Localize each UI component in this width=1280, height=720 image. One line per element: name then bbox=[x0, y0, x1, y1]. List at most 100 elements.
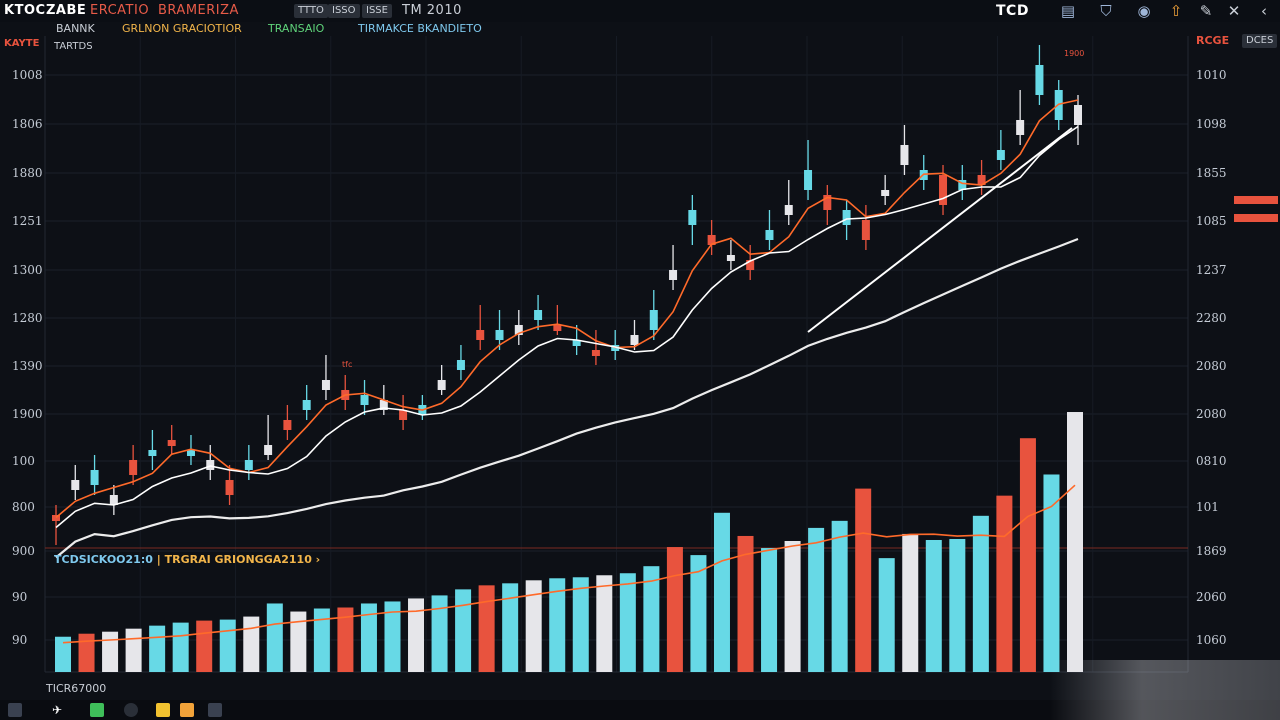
right-axis-label: 1098 bbox=[1196, 117, 1227, 131]
timeframe-button-1[interactable]: TTTO bbox=[294, 4, 328, 18]
volume-bar bbox=[761, 548, 778, 672]
right-price-pill[interactable]: DCES bbox=[1242, 34, 1278, 48]
trend-line bbox=[807, 127, 1073, 333]
layout-icon[interactable]: ▤ bbox=[1060, 2, 1076, 20]
orange-app-icon[interactable] bbox=[180, 703, 194, 717]
indicator-graciotior[interactable]: GRLNON GRACIOTIOR bbox=[122, 22, 242, 35]
candle-body bbox=[726, 255, 735, 261]
left-axis-label: 1900 bbox=[12, 407, 43, 421]
candle-body bbox=[148, 450, 157, 456]
volume-bar bbox=[737, 535, 754, 672]
candle-body bbox=[302, 400, 311, 410]
candle-body bbox=[553, 325, 562, 331]
candle-body bbox=[649, 310, 658, 330]
volume-bar bbox=[384, 601, 401, 672]
candle-body bbox=[167, 440, 176, 446]
right-axis-label: 1869 bbox=[1196, 544, 1227, 558]
candle-body bbox=[206, 460, 215, 470]
right-axis-label: 101 bbox=[1196, 500, 1219, 514]
volume-bar bbox=[572, 577, 589, 672]
candle-body bbox=[765, 230, 774, 240]
candles bbox=[52, 45, 1082, 545]
right-axis-label: 2280 bbox=[1196, 311, 1227, 325]
volume-bar bbox=[125, 628, 142, 672]
volume-bar bbox=[337, 607, 354, 672]
volume-bar bbox=[149, 625, 166, 672]
left-axis-label: 1300 bbox=[12, 263, 43, 277]
candle-body bbox=[958, 180, 967, 190]
left-axis-label: 1390 bbox=[12, 359, 43, 373]
volume-bar bbox=[55, 636, 71, 672]
footer-label: TICR67000 bbox=[46, 682, 107, 695]
candle-body bbox=[476, 330, 485, 340]
alert-marker-upper[interactable] bbox=[1234, 196, 1278, 204]
volume-bar bbox=[102, 631, 119, 672]
volume-bar bbox=[549, 578, 566, 672]
candle-body bbox=[399, 410, 408, 420]
candle-body bbox=[630, 335, 639, 345]
timeframe-button-3[interactable]: ISSE bbox=[362, 4, 392, 18]
indicator-bannk[interactable]: BANNK bbox=[56, 22, 95, 35]
volume-separator: | bbox=[156, 553, 161, 566]
candle-body bbox=[881, 190, 890, 196]
timeframe-button-2[interactable]: ISSO bbox=[328, 4, 360, 18]
candle-body bbox=[264, 445, 273, 455]
candle-body bbox=[900, 145, 909, 165]
volume-bar bbox=[878, 558, 895, 672]
collapse-icon[interactable]: ‹ bbox=[1261, 2, 1267, 20]
up-arrow-icon[interactable]: ⇧ bbox=[1169, 2, 1183, 20]
right-price-tag: RCGE bbox=[1196, 34, 1230, 47]
menu-ercatio[interactable]: ERCATIO bbox=[90, 3, 150, 18]
candle-body bbox=[861, 220, 870, 240]
alert-marker-lower[interactable] bbox=[1234, 214, 1278, 222]
volume-bar bbox=[619, 573, 636, 672]
candle-body bbox=[129, 460, 138, 475]
right-axis-label: 1010 bbox=[1196, 68, 1227, 82]
indicator-tirmakce[interactable]: TIRMAKCE BKANDIETO bbox=[358, 22, 482, 35]
annotation-2: 1900 bbox=[1064, 49, 1085, 58]
right-axis-label: 1855 bbox=[1196, 166, 1227, 180]
candle-body bbox=[456, 360, 465, 370]
menu-bramerza[interactable]: BRAMERIZA bbox=[158, 3, 239, 18]
circle-app-icon[interactable] bbox=[124, 703, 138, 717]
ma-orange-line bbox=[55, 99, 1079, 519]
volume-bar bbox=[1067, 412, 1083, 672]
volume-bar bbox=[431, 595, 448, 672]
left-axis-label: 800 bbox=[12, 500, 35, 514]
left-axis-label: 100 bbox=[12, 454, 35, 468]
app-icon[interactable]: ✈ bbox=[52, 703, 63, 717]
folder-icon[interactable] bbox=[156, 703, 170, 717]
volume-bar bbox=[1043, 474, 1060, 672]
globe-icon[interactable]: ◉ bbox=[1137, 2, 1151, 20]
volume-bar bbox=[996, 495, 1013, 672]
misc-app-icon[interactable] bbox=[208, 703, 222, 717]
volume-bar bbox=[243, 616, 260, 672]
taskbar: ✈ bbox=[0, 660, 1280, 720]
green-app-icon[interactable] bbox=[90, 703, 104, 717]
rate-label: KAYTE bbox=[4, 38, 40, 49]
candle-body bbox=[186, 450, 195, 456]
volume-bar bbox=[784, 541, 801, 672]
shield-icon[interactable]: ⛉ bbox=[1100, 2, 1112, 20]
ma-slow-line bbox=[55, 237, 1079, 559]
pencil-icon[interactable]: ✎ bbox=[1199, 2, 1213, 20]
candle-body bbox=[1016, 120, 1025, 135]
volume-bar bbox=[831, 520, 848, 672]
left-axis-label: 900 bbox=[12, 544, 35, 558]
candle-body bbox=[109, 495, 118, 505]
close-icon[interactable]: ✕ bbox=[1227, 2, 1241, 20]
annotation-1: tfc bbox=[342, 360, 353, 369]
volume-bar bbox=[196, 620, 213, 672]
candle-body bbox=[52, 515, 60, 521]
indicator-transaio[interactable]: TRANSAIO bbox=[268, 22, 325, 35]
start-icon[interactable] bbox=[8, 703, 22, 717]
candle-body bbox=[1035, 65, 1044, 95]
left-axis-label: 1280 bbox=[12, 311, 43, 325]
candle-body bbox=[379, 400, 388, 410]
volume-bar bbox=[502, 583, 519, 672]
chart-tag: TARTDS bbox=[54, 41, 93, 52]
volume-bar bbox=[172, 622, 189, 672]
candle-body bbox=[360, 395, 369, 405]
left-axis-label: 1251 bbox=[12, 214, 43, 228]
